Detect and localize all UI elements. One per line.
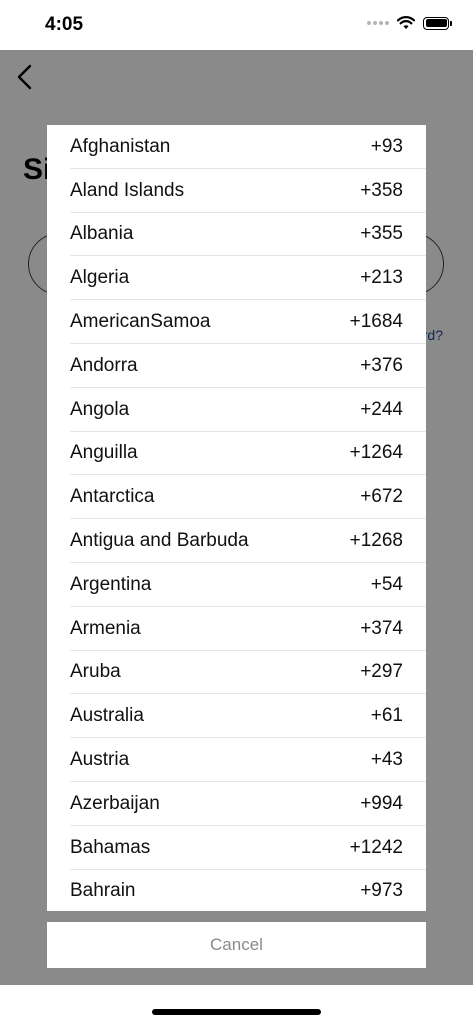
country-dial-code: +994: [360, 792, 403, 814]
country-row[interactable]: Angola +244: [47, 388, 426, 432]
country-name: Aruba: [70, 661, 121, 683]
status-bar: 4:05: [0, 0, 473, 50]
country-dial-code: +1684: [349, 311, 403, 333]
signal-icon: [367, 21, 389, 25]
country-row[interactable]: Aland Islands +358: [47, 169, 426, 213]
country-name: Azerbaijan: [70, 792, 160, 814]
country-name: Bahrain: [70, 880, 136, 902]
country-dial-code: +1264: [349, 442, 403, 464]
country-name: Armenia: [70, 617, 141, 639]
country-name: Bahamas: [70, 836, 151, 858]
country-row[interactable]: Azerbaijan +994: [47, 782, 426, 826]
country-name: Antarctica: [70, 486, 155, 508]
home-area: [0, 985, 473, 1024]
country-row[interactable]: Bahamas +1242: [47, 826, 426, 870]
country-dial-code: +1268: [349, 530, 403, 552]
country-dial-code: +93: [370, 135, 403, 157]
country-dial-code: +244: [360, 398, 403, 420]
chevron-left-icon[interactable]: [12, 60, 40, 94]
country-dial-code: +54: [370, 573, 403, 595]
country-name: Antigua and Barbuda: [70, 530, 249, 552]
home-indicator[interactable]: [152, 1009, 321, 1015]
country-row[interactable]: AmericanSamoa +1684: [47, 300, 426, 344]
country-dial-code: +43: [370, 749, 403, 771]
country-row[interactable]: Armenia +374: [47, 607, 426, 651]
country-name: Albania: [70, 223, 134, 245]
country-dial-code: +213: [360, 267, 403, 289]
country-dial-code: +376: [360, 354, 403, 376]
country-name: Algeria: [70, 267, 130, 289]
country-dial-code: +374: [360, 617, 403, 639]
battery-icon: [423, 16, 452, 30]
country-row[interactable]: Antarctica +672: [47, 475, 426, 519]
page-title: Si: [23, 153, 52, 186]
country-row[interactable]: Algeria +213: [47, 256, 426, 300]
country-dial-code: +355: [360, 223, 403, 245]
country-name: Afghanistan: [70, 135, 171, 157]
country-row[interactable]: Bahrain +973: [47, 870, 426, 911]
country-dial-code: +61: [370, 705, 403, 727]
country-row[interactable]: Anguilla +1264: [47, 432, 426, 476]
country-row[interactable]: Antigua and Barbuda +1268: [47, 519, 426, 563]
country-name: Anguilla: [70, 442, 138, 464]
country-name: Andorra: [70, 354, 138, 376]
country-row[interactable]: Andorra +376: [47, 344, 426, 388]
country-row[interactable]: Aruba +297: [47, 651, 426, 695]
status-time: 4:05: [45, 14, 84, 35]
country-name: Australia: [70, 705, 144, 727]
country-name: AmericanSamoa: [70, 311, 211, 333]
country-row[interactable]: Austria +43: [47, 738, 426, 782]
country-dial-code: +358: [360, 179, 403, 201]
country-name: Argentina: [70, 573, 152, 595]
country-row[interactable]: Argentina +54: [47, 563, 426, 607]
cancel-label: Cancel: [210, 935, 263, 954]
country-dial-code: +297: [360, 661, 403, 683]
country-picker-sheet: Afghanistan +93 Aland Islands +358 Albania +3…: [47, 125, 426, 911]
country-name: Aland Islands: [70, 179, 185, 201]
wifi-icon: [397, 16, 415, 29]
forgot-password-link[interactable]: rd?: [422, 327, 443, 343]
country-row[interactable]: Afghanistan +93: [47, 125, 426, 169]
status-icons: [367, 16, 452, 30]
country-row[interactable]: Albania +355: [47, 213, 426, 257]
cancel-button[interactable]: Cancel: [47, 922, 426, 968]
country-row[interactable]: Australia +61: [47, 694, 426, 738]
country-dial-code: +672: [360, 486, 403, 508]
country-dial-code: +1242: [349, 836, 403, 858]
country-name: Angola: [70, 398, 130, 420]
country-dial-code: +973: [360, 880, 403, 902]
country-name: Austria: [70, 749, 130, 771]
